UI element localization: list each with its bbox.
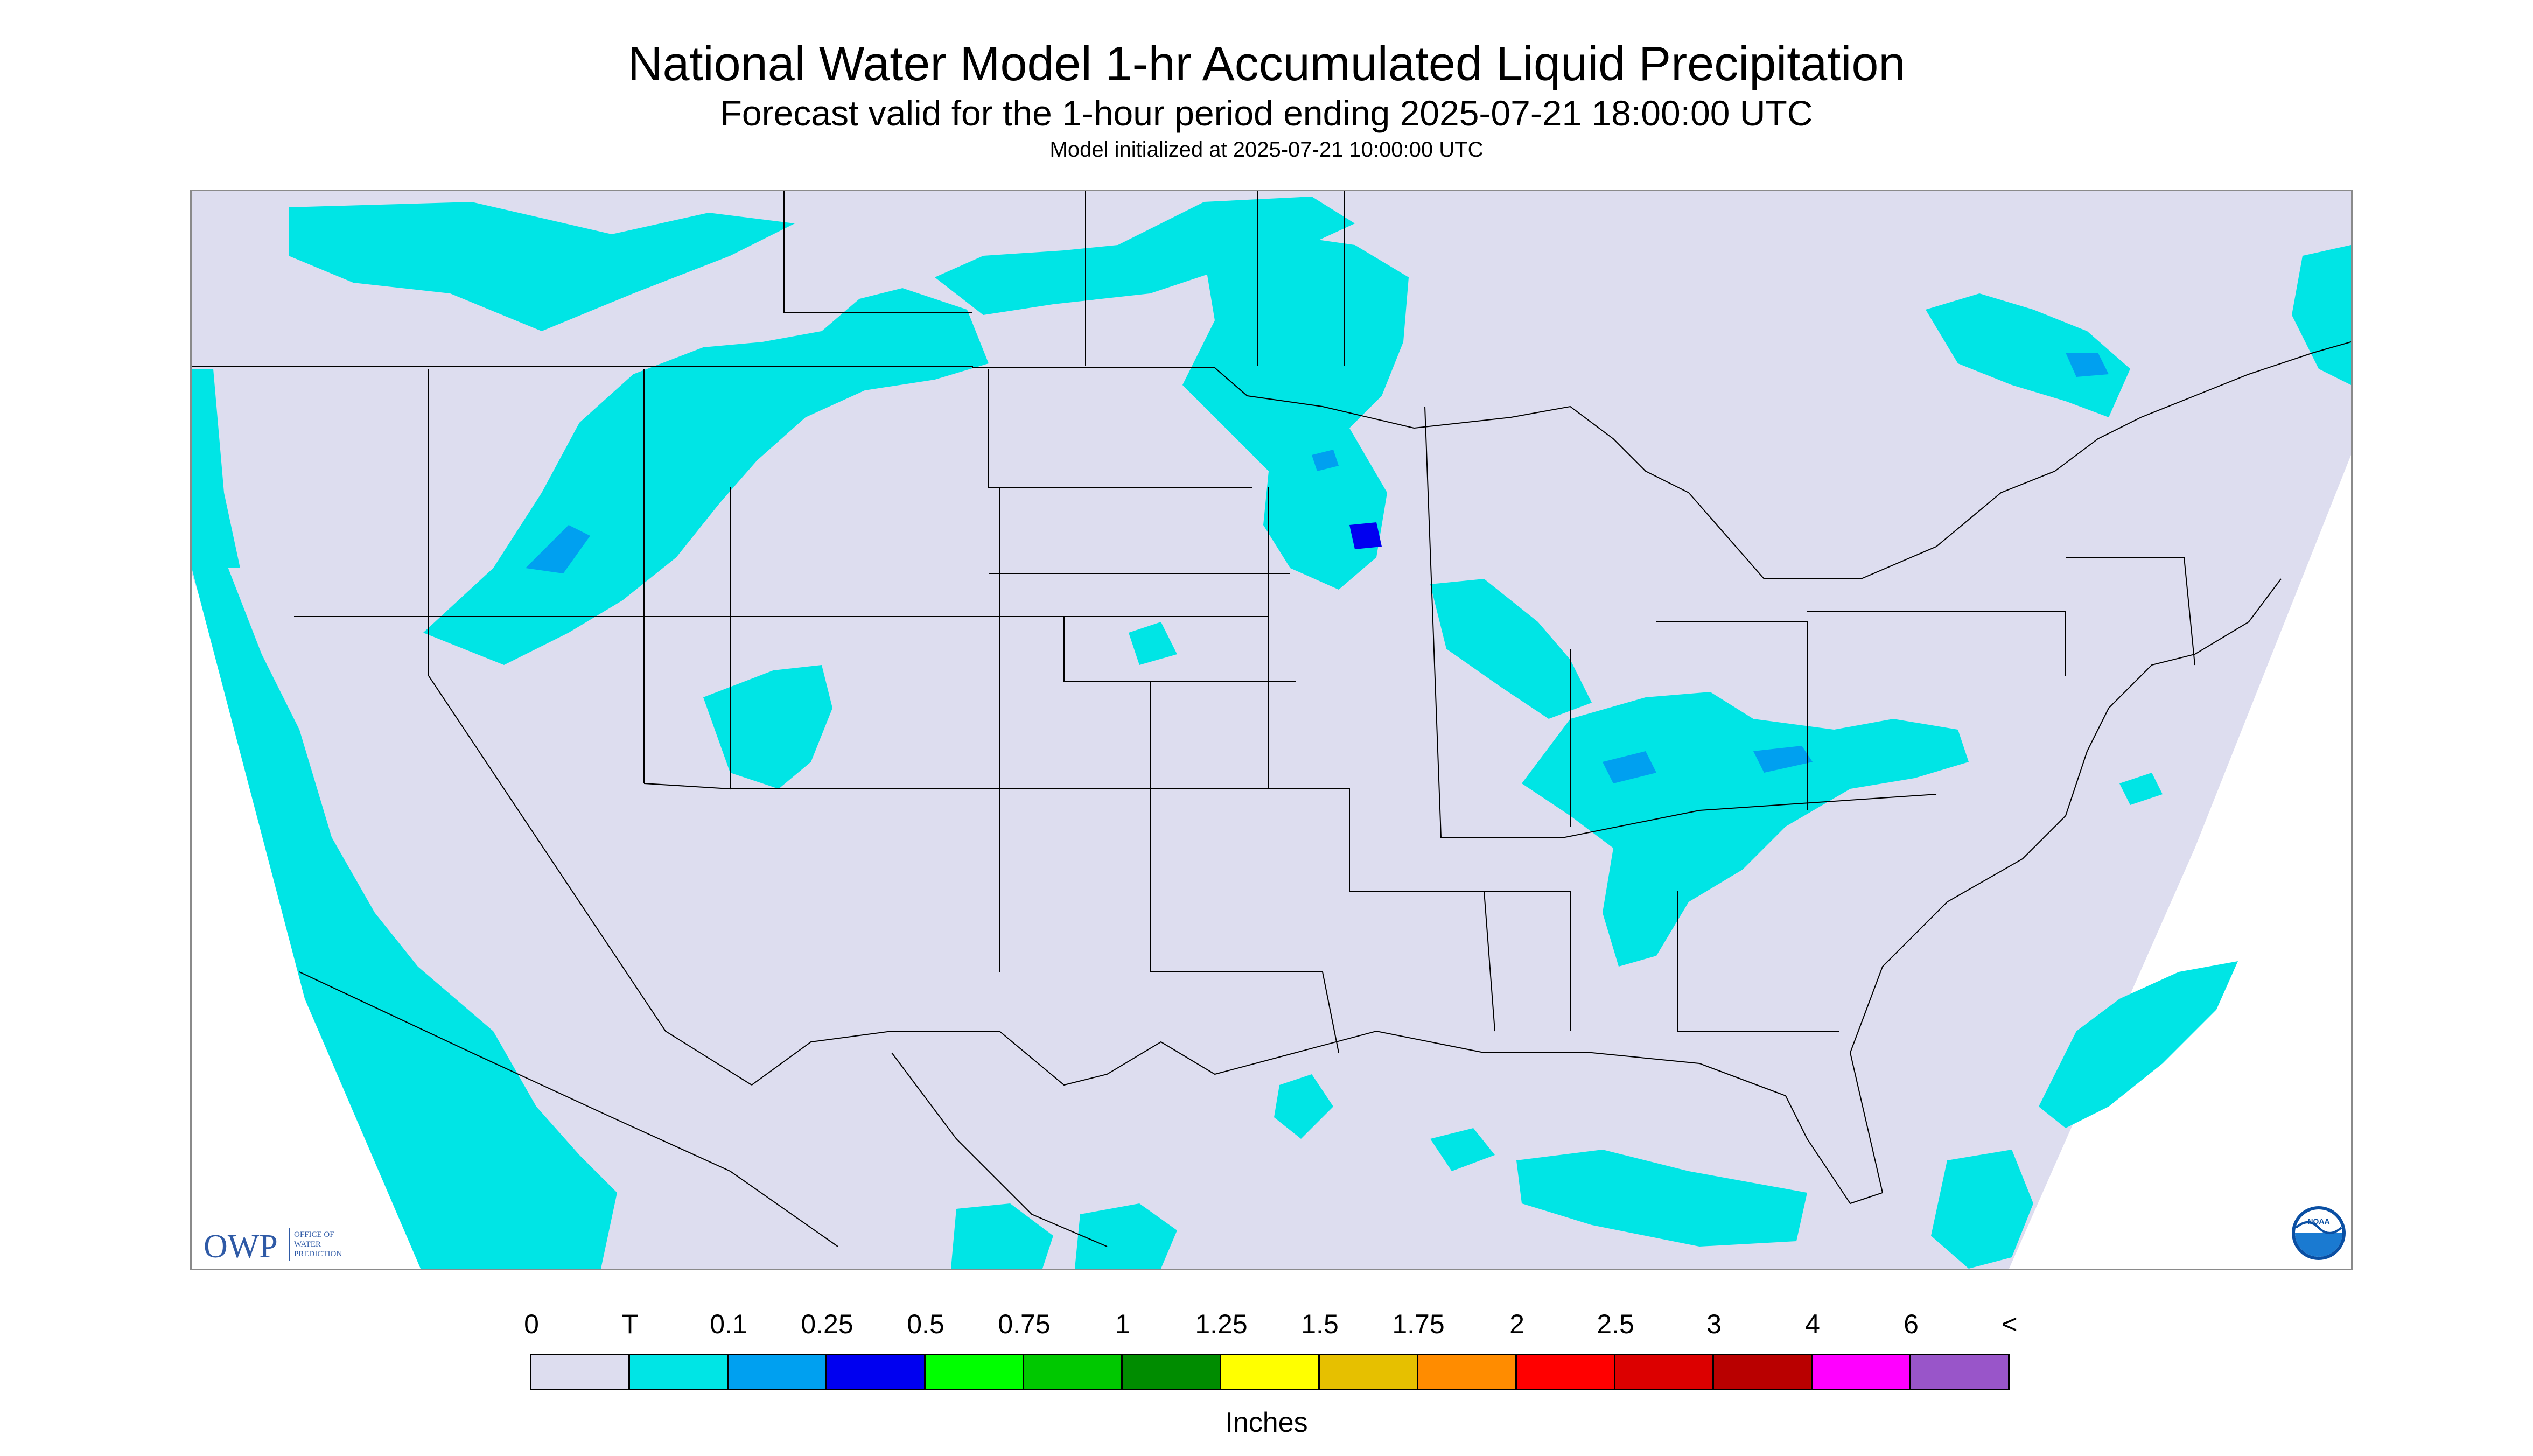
gulf-precip-west bbox=[1274, 1074, 1333, 1139]
model-init-text: Model initialized at 2025-07-21 10:00:00… bbox=[1049, 138, 1484, 162]
legend-tick-label: < bbox=[2002, 1309, 2018, 1339]
map-canvas: OWP OFFICE OF WATER PREDICTION NOAA bbox=[192, 191, 2351, 1269]
legend-tick-labels: 0 T 0.1 0.25 0.5 0.75 1 1.25 1.5 1.75 2 2.5 3 4 6 < bbox=[0, 1308, 2533, 1346]
precipitation-map: OWP OFFICE OF WATER PREDICTION NOAA bbox=[190, 190, 2353, 1270]
legend-swatch bbox=[1517, 1355, 1615, 1389]
ohio-valley-precip-light bbox=[1603, 751, 1656, 783]
owp-mark: OWP bbox=[204, 1228, 278, 1265]
legend-swatch bbox=[630, 1355, 729, 1389]
pacific-coast-precip bbox=[192, 369, 240, 568]
gulf-precip-east bbox=[1516, 1150, 1807, 1247]
northwest-precip-blue bbox=[526, 525, 590, 573]
boundary-lines bbox=[192, 191, 2351, 1247]
legend-swatch bbox=[531, 1355, 630, 1389]
legend-swatch bbox=[926, 1355, 1024, 1389]
outside-domain-right bbox=[2009, 455, 2351, 1269]
upper-midwest-precip-light bbox=[1312, 450, 1339, 471]
nebraska-precip bbox=[1129, 622, 1177, 665]
legend-units: Inches bbox=[1225, 1407, 1308, 1438]
legend-tick-label: 2.5 bbox=[1597, 1309, 1634, 1339]
owp-logo: OWP OFFICE OF WATER PREDICTION bbox=[204, 1228, 342, 1265]
legend-tick-label: 1.5 bbox=[1301, 1309, 1339, 1339]
legend-swatch bbox=[1911, 1355, 2008, 1389]
legend-tick-label: 1.25 bbox=[1195, 1309, 1248, 1339]
legend-swatch bbox=[827, 1355, 926, 1389]
northwest-precip-band bbox=[423, 288, 989, 665]
ohio-valley-precip bbox=[1522, 692, 1969, 967]
iowa-illinois-precip bbox=[1430, 579, 1592, 719]
owp-text-3: PREDICTION bbox=[294, 1250, 342, 1258]
map-title: National Water Model 1-hr Accumulated Li… bbox=[627, 37, 1906, 91]
upper-midwest-precip bbox=[1182, 234, 1409, 590]
owp-text-2: WATER bbox=[294, 1240, 321, 1249]
legend-tick-label: 0.1 bbox=[710, 1309, 747, 1339]
owp-text-1: OFFICE OF bbox=[294, 1230, 334, 1239]
mexico-southeast-precip bbox=[1075, 1203, 1177, 1269]
canada-central-precip bbox=[935, 197, 1355, 315]
maritimes-precip bbox=[2292, 245, 2351, 385]
mexico-south-precip bbox=[951, 1203, 1053, 1269]
legend-tick-label: 2 bbox=[1509, 1309, 1524, 1339]
outside-domain-left bbox=[192, 191, 421, 1269]
pacific-precip-band bbox=[192, 557, 617, 1269]
legend-tick-label: 1.75 bbox=[1392, 1309, 1445, 1339]
gulf-precip-central bbox=[1430, 1128, 1495, 1171]
noaa-text: NOAA bbox=[2307, 1217, 2329, 1226]
quebec-precip bbox=[1926, 293, 2130, 417]
noaa-logo: NOAA bbox=[2292, 1206, 2346, 1260]
legend-swatch bbox=[729, 1355, 827, 1389]
legend-swatch bbox=[1418, 1355, 1517, 1389]
legend-tick-label: 3 bbox=[1706, 1309, 1722, 1339]
upper-midwest-precip-blue bbox=[1349, 522, 1382, 549]
legend-swatch bbox=[1024, 1355, 1123, 1389]
legend-tick-label: 4 bbox=[1805, 1309, 1820, 1339]
atlantic-precip-band bbox=[2039, 961, 2238, 1128]
legend-swatch bbox=[1615, 1355, 1714, 1389]
legend-swatch bbox=[1714, 1355, 1813, 1389]
forecast-valid-subtitle: Forecast valid for the 1-hour period end… bbox=[720, 93, 1813, 133]
legend-swatch bbox=[1221, 1355, 1320, 1389]
legend-color-bar bbox=[530, 1354, 2010, 1390]
legend-swatch bbox=[1813, 1355, 1911, 1389]
legend-tick-label: 0.25 bbox=[801, 1309, 853, 1339]
legend-tick-label: 1 bbox=[1115, 1309, 1130, 1339]
legend-tick-label: 6 bbox=[1904, 1309, 1919, 1339]
tennessee-precip-light bbox=[1753, 746, 1813, 773]
caribbean-precip bbox=[1931, 1150, 2033, 1269]
canada-west-precip bbox=[289, 202, 795, 331]
legend-tick-label: 0 bbox=[524, 1309, 539, 1339]
legend-swatch bbox=[1320, 1355, 1418, 1389]
colorado-precip bbox=[703, 665, 832, 789]
quebec-precip-light bbox=[2066, 353, 2109, 377]
legend-tick-label: T bbox=[621, 1309, 639, 1339]
legend-swatch bbox=[1123, 1355, 1221, 1389]
legend-tick-label: 0.75 bbox=[998, 1309, 1051, 1339]
legend-tick-label: 0.5 bbox=[907, 1309, 944, 1339]
southeast-coast-precip bbox=[2119, 773, 2163, 805]
